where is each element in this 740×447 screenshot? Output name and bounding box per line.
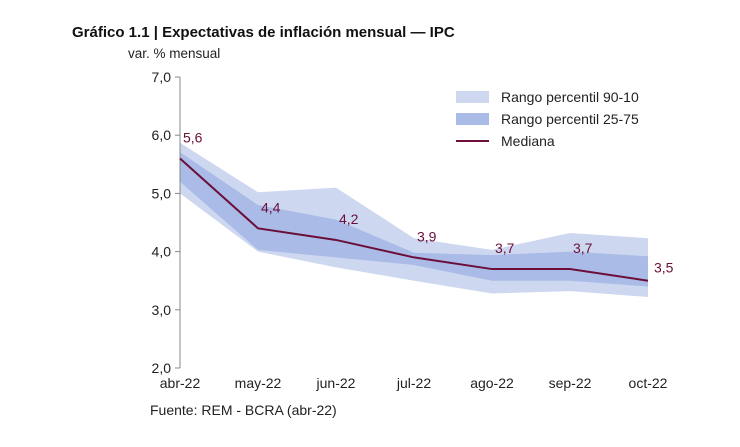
- median-data-label: 3,7: [573, 240, 593, 256]
- legend-label: Rango percentil 90-10: [501, 89, 639, 105]
- x-tick-label: ago-22: [470, 375, 514, 391]
- median-data-label: 3,5: [654, 260, 674, 276]
- legend-label: Mediana: [501, 133, 555, 149]
- legend-swatch-0: [456, 91, 489, 103]
- median-data-label: 5,6: [183, 129, 203, 145]
- x-tick-label: sep-22: [549, 375, 592, 391]
- band-p25-75: [180, 152, 648, 287]
- y-axis-label: var. % mensual: [128, 46, 221, 61]
- x-tick-label: abr-22: [160, 375, 201, 391]
- median-data-label: 4,4: [261, 199, 281, 215]
- source-note: Fuente: REM - BCRA (abr-22): [150, 402, 337, 418]
- y-tick-label: 5,0: [152, 185, 172, 201]
- median-data-label: 3,9: [417, 228, 437, 244]
- y-tick-label: 4,0: [152, 244, 172, 260]
- y-tick-label: 7,0: [152, 69, 172, 85]
- legend-swatch-1: [456, 113, 489, 125]
- median-data-label: 3,7: [495, 240, 515, 256]
- y-tick-label: 2,0: [152, 360, 172, 376]
- x-tick-label: jul-22: [396, 375, 431, 391]
- y-tick-label: 6,0: [152, 127, 172, 143]
- x-tick-label: may-22: [235, 375, 282, 391]
- legend-label: Rango percentil 25-75: [501, 111, 639, 127]
- x-tick-label: oct-22: [629, 375, 668, 391]
- median-data-label: 4,2: [339, 211, 359, 227]
- y-tick-label: 3,0: [152, 302, 172, 318]
- x-tick-label: jun-22: [316, 375, 356, 391]
- chart-title: Gráfico 1.1 | Expectativas de inflación …: [72, 24, 455, 41]
